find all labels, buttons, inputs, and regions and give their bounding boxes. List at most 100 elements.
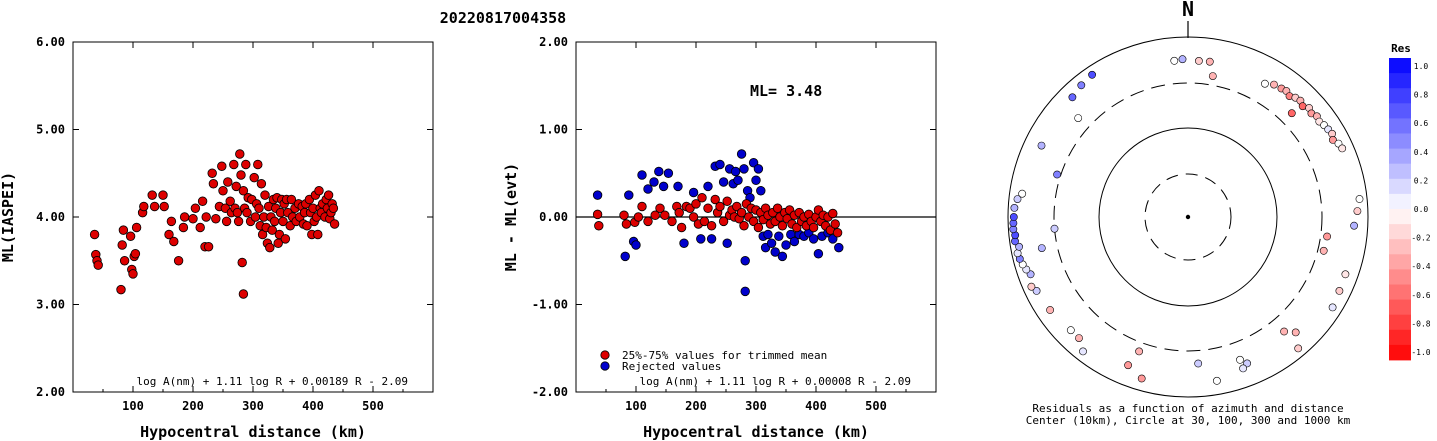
magnitude-point <box>217 161 227 171</box>
residual-point-rejected <box>706 234 717 244</box>
station-marker <box>1353 207 1362 215</box>
residual-point-kept <box>753 222 764 233</box>
station-marker <box>1075 334 1083 342</box>
residual-point-kept <box>637 201 647 212</box>
magnitude-point <box>147 190 157 200</box>
residual-point-rejected <box>637 170 647 180</box>
magnitude-point <box>149 201 160 212</box>
figure-title: 20220817004358 <box>440 9 566 27</box>
residual-point-rejected <box>828 234 838 244</box>
residual-point-kept <box>777 221 788 231</box>
residual-point-kept <box>594 221 604 231</box>
magnitude-point <box>328 203 339 213</box>
colorbar-block <box>1389 118 1411 134</box>
magnitude-point <box>188 214 198 224</box>
residual-point-rejected <box>722 238 732 248</box>
magnitude-x-tick-label: 200 <box>182 399 204 413</box>
colorbar-block <box>1389 88 1411 104</box>
residual-point-kept <box>699 216 710 227</box>
station-marker <box>1170 56 1179 65</box>
residual-point-kept <box>739 221 749 231</box>
magnitude-point <box>237 257 247 268</box>
magnitude-point <box>269 216 280 227</box>
residual-point-kept <box>619 210 629 220</box>
magnitude-point <box>223 177 233 187</box>
residual-y-tick-label: 1.00 <box>539 123 568 137</box>
magnitude-point <box>89 229 100 240</box>
residual-point-rejected <box>715 159 725 170</box>
polar-caption-2: Center (10km), Circle at 30, 100, 300 an… <box>1026 414 1351 427</box>
residual-formula: log A(nm) + 1.11 log R + 0.00008 R - 2.0… <box>639 375 911 388</box>
legend-marker-kept <box>600 350 610 360</box>
magnitude-point <box>203 242 214 252</box>
magnitude-point <box>130 249 141 259</box>
magnitude-point <box>139 201 149 212</box>
magnitude-point <box>265 242 275 253</box>
colorbar-block <box>1389 193 1411 210</box>
residual-points <box>592 149 844 297</box>
residual-point-kept <box>667 216 677 227</box>
magnitude-point <box>158 190 168 200</box>
magnitude-point <box>323 190 334 200</box>
magnitude-point <box>313 229 323 240</box>
residual-point-rejected <box>688 187 699 198</box>
colorbar-tick-label: 0.8 <box>1414 91 1429 100</box>
residual-x-tick-label: 500 <box>865 399 887 413</box>
legend-label-rejected: Rejected values <box>622 360 721 373</box>
magnitude-point <box>241 159 251 170</box>
magnitude-point <box>197 196 208 206</box>
magnitude-y-tick-label: 4.00 <box>36 210 65 224</box>
magnitude-point <box>178 222 189 233</box>
magnitude-y-label: ML(IASPEI) <box>0 172 17 262</box>
residual-point-kept <box>828 208 838 219</box>
residual-point-kept <box>655 203 665 213</box>
residual-point-rejected <box>733 175 743 185</box>
circle-30km <box>1144 173 1232 261</box>
residual-point-rejected <box>730 166 741 177</box>
residual-y-tick-label: 0.00 <box>539 210 568 224</box>
residual-point-rejected <box>808 234 819 244</box>
colorbar-tick-label: -0.4 <box>1411 262 1430 271</box>
magnitude-point <box>267 225 277 235</box>
residual-point-rejected <box>739 164 749 174</box>
magnitude-point <box>250 212 261 222</box>
ml-annotation: ML= 3.48 <box>750 82 822 100</box>
residual-y-tick-label: -1.00 <box>532 298 568 312</box>
magnitude-point <box>256 179 267 189</box>
magnitude-point <box>235 149 245 159</box>
station-marker <box>1239 364 1247 373</box>
magnitude-point <box>231 181 241 192</box>
residual-point-rejected <box>592 190 603 200</box>
residual-panel: 100 200 300 400 500 -2.00 -1.00 0.00 1.00 2.00 M… <box>502 35 937 441</box>
colorbar-block <box>1389 133 1411 149</box>
residual-point-kept <box>732 201 742 212</box>
colorbar-block <box>1389 209 1411 225</box>
residual-point-rejected <box>834 242 844 253</box>
magnitude-point <box>166 216 177 227</box>
colorbar-block <box>1389 284 1411 300</box>
residual-point-kept <box>722 196 732 206</box>
residual-point-kept <box>633 212 644 222</box>
residual-point-rejected <box>658 181 669 192</box>
residual-point-rejected <box>766 238 777 248</box>
colorbar-tick-label: 0.4 <box>1414 148 1429 157</box>
residual-point-rejected <box>756 186 766 196</box>
colorbar-block <box>1389 329 1411 346</box>
residual-point-kept <box>736 207 747 218</box>
magnitude-point <box>302 221 312 231</box>
magnitude-point <box>116 284 126 295</box>
residual-point-kept <box>772 203 783 213</box>
residual-point-rejected <box>751 175 761 185</box>
magnitude-point <box>229 159 239 170</box>
colorbar-block <box>1389 254 1411 270</box>
colorbar-block <box>1389 299 1411 316</box>
colorbar-block <box>1389 58 1411 74</box>
polar-panel: N Residuals as a function of azimuth and… <box>1007 0 1369 427</box>
station-marker <box>1046 306 1054 314</box>
magnitude-y-tick-label: 2.00 <box>36 385 65 399</box>
magnitude-point <box>233 216 244 227</box>
residual-point-kept <box>621 219 632 229</box>
residual-point-rejected <box>679 238 689 248</box>
magnitude-point <box>314 186 324 196</box>
magnitude-point <box>211 214 221 224</box>
